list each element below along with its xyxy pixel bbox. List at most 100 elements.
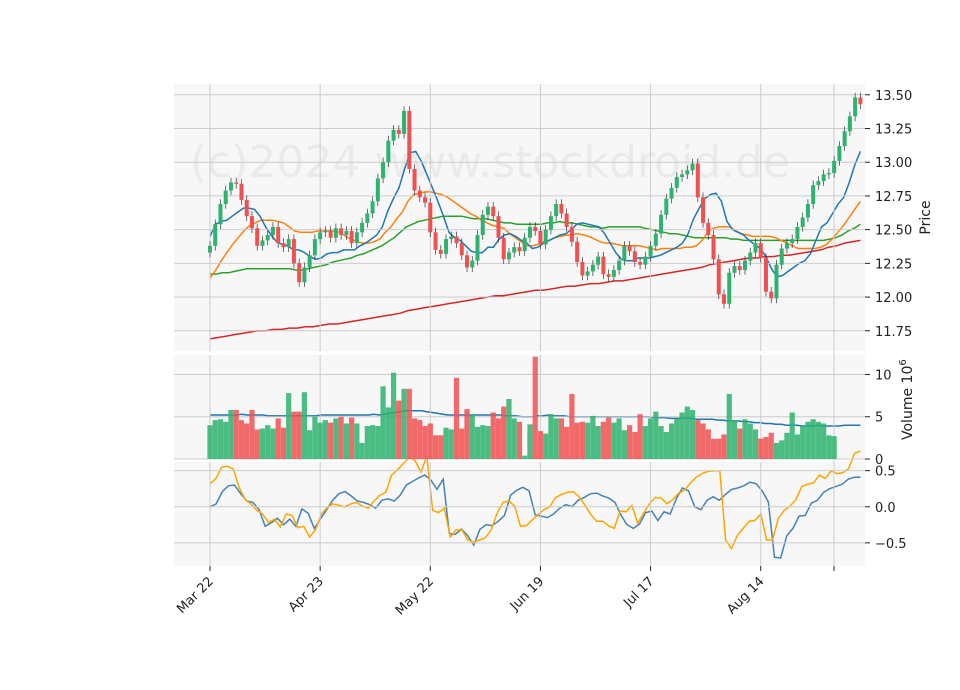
candle-down — [328, 230, 333, 238]
volume-bar — [721, 434, 727, 459]
volume-bar — [621, 430, 627, 459]
candle-down — [538, 230, 543, 245]
volume-bar — [569, 393, 575, 459]
volume-bar — [406, 388, 412, 459]
volume-bar — [574, 422, 580, 459]
y-tick-label: 13.25 — [875, 123, 912, 138]
volume-bar — [658, 426, 664, 459]
candle-up — [386, 140, 391, 163]
volume-bar — [647, 418, 654, 459]
volume-bar — [270, 428, 276, 459]
candle-up — [842, 131, 847, 147]
candle-up — [333, 228, 338, 238]
candle-down — [638, 262, 643, 265]
ma-blue-line — [209, 150, 862, 278]
volume-bar — [485, 426, 491, 459]
volume-bar — [422, 426, 428, 459]
volume-bar — [689, 409, 696, 459]
volume-bar — [716, 438, 722, 459]
candle-up — [381, 162, 386, 179]
candle-down — [569, 226, 574, 242]
candle-down — [580, 262, 585, 276]
volume-bar — [322, 420, 328, 459]
volume-bar — [380, 386, 386, 459]
volume-bar — [343, 423, 349, 459]
volume-bar — [490, 412, 496, 459]
candle-up — [669, 187, 674, 199]
volume-bar — [543, 433, 549, 459]
volume-bar — [438, 435, 444, 459]
volume-bar — [254, 429, 260, 459]
volume-bar — [600, 421, 606, 459]
candle-up — [391, 129, 396, 141]
volume-bar — [805, 421, 811, 459]
volume-bar — [737, 428, 743, 459]
volume-bar — [758, 438, 764, 459]
candle-down — [632, 251, 637, 262]
candle-up — [790, 239, 795, 244]
candle-up — [617, 260, 622, 271]
volume-bar — [752, 429, 759, 459]
candle-up — [354, 232, 359, 244]
candle-up — [805, 204, 810, 218]
candle-up — [596, 256, 601, 265]
candle-up — [853, 97, 858, 117]
candle-down — [722, 294, 727, 304]
candle-down — [249, 216, 254, 229]
y-tick-label: 13.50 — [875, 89, 912, 104]
volume-bar — [280, 427, 287, 459]
candle-down — [758, 243, 763, 258]
volume-bar — [668, 423, 675, 459]
candle-up — [475, 235, 480, 261]
candle-up — [653, 233, 658, 246]
candle-up — [307, 255, 312, 268]
candle-up — [779, 248, 784, 265]
volume-bar — [338, 416, 344, 459]
volume-axis-title: Volume 106 — [898, 359, 916, 440]
volume-bar — [742, 419, 748, 459]
volume-bar — [354, 423, 360, 459]
candle-up — [512, 247, 517, 253]
candle-up — [727, 272, 732, 304]
candle-down — [428, 202, 433, 233]
candle-up — [543, 229, 548, 245]
x-tick-label: Apr 23 — [286, 574, 327, 615]
volume-bar — [590, 415, 596, 459]
x-tick-label: May 22 — [393, 574, 437, 618]
x-tick-label: Mar 22 — [174, 574, 217, 617]
candle-up — [527, 226, 532, 238]
price-y-axis: 11.75 12.00 12.25 12.50 12.75 13.00 13.25 13.50 — [174, 89, 912, 340]
candle-down — [575, 241, 580, 262]
candle-down — [559, 204, 564, 214]
ma-orange-line — [209, 191, 862, 279]
y-tick-label: 0.0 — [875, 501, 896, 516]
volume-bar — [233, 409, 239, 459]
volume-bar — [611, 422, 617, 459]
volume-bar — [763, 437, 769, 459]
candle-up — [811, 185, 816, 205]
candle-down — [465, 255, 470, 268]
oscillator-line-2 — [209, 450, 861, 551]
volume-bar — [385, 407, 391, 459]
candle-up — [470, 260, 475, 268]
candle-up — [485, 206, 490, 215]
candle-down — [339, 228, 344, 236]
oscillator-y-axis: −0.5 0.0 0.5 — [174, 465, 907, 552]
volume-bar — [532, 356, 538, 459]
volume-bar — [553, 418, 559, 459]
volume-bar — [301, 392, 308, 459]
volume-bar — [474, 426, 481, 459]
candle-up — [643, 256, 648, 265]
candle-up — [554, 204, 559, 217]
candle-up — [659, 214, 664, 234]
candle-up — [826, 173, 831, 175]
candle-down — [564, 213, 569, 227]
x-tick-label: Jul 17 — [620, 574, 657, 611]
candle-up — [821, 174, 826, 182]
candle-up — [344, 230, 349, 236]
y-tick-label: −0.5 — [875, 537, 907, 552]
candle-up — [590, 264, 595, 272]
y-tick-label: 0 — [875, 453, 883, 468]
volume-bar — [464, 409, 470, 459]
